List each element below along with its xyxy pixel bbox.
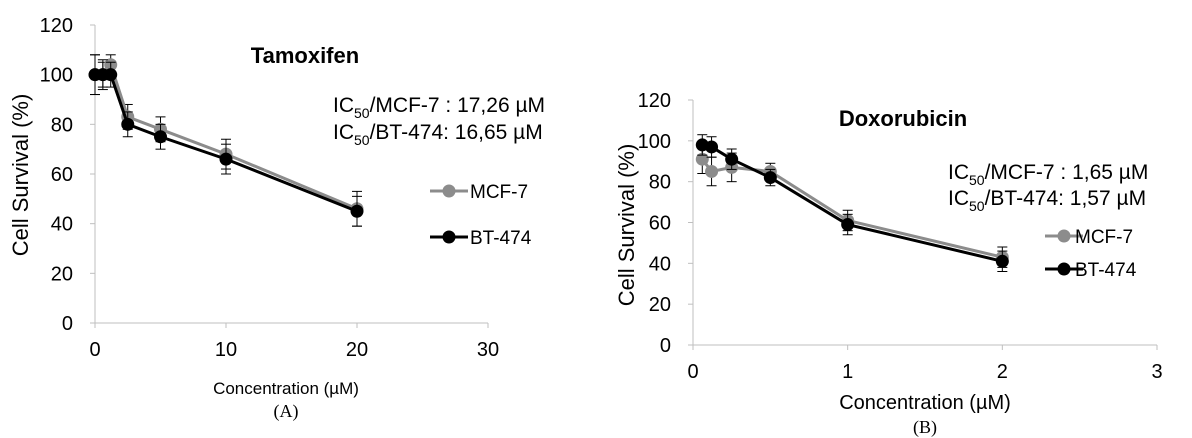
data-point (763, 171, 777, 185)
data-point (104, 68, 118, 82)
x-tick-label: 20 (346, 339, 368, 361)
series-bt-474 (695, 134, 1009, 272)
chart-panel-0: 0 20 40 60 80 100 120 0 10 20 30 Cell Survival (%) C… (8, 15, 545, 422)
y-tick-label: 120 (638, 90, 671, 112)
x-tick-label: 2 (997, 361, 1008, 383)
y-tick-label: 60 (51, 164, 73, 186)
legend-entry-mcf-7: MCF-7 (430, 182, 528, 203)
x-tick-label: 0 (89, 339, 100, 361)
data-point (841, 218, 855, 232)
x-axis-label: Concentration (µM) (839, 392, 1011, 414)
chart-title: Doxorubicin (839, 106, 967, 131)
panel-label: (A) (274, 401, 299, 422)
ic50-annotation: IC50/MCF-7 : 17,26 µM (333, 94, 545, 121)
x-tick-label: 1 (842, 361, 853, 383)
series-mcf-7 (88, 54, 364, 227)
y-axis-label: Cell Survival (%) (614, 144, 639, 307)
legend-label: BT-474 (1075, 260, 1137, 281)
data-point (995, 254, 1009, 268)
y-tick-label: 20 (649, 294, 671, 316)
ic50-annotation: IC50/MCF-7 : 1,65 µM (948, 161, 1148, 188)
series-bt-474 (88, 54, 364, 227)
x-tick-label: 3 (1151, 361, 1162, 383)
x-tick-label: 0 (687, 361, 698, 383)
x-axis-label: Concentration (µM) (213, 379, 359, 398)
data-point (705, 164, 719, 178)
data-point (705, 140, 719, 154)
ic50-annotation: IC50/BT-474: 16,65 µM (333, 121, 543, 148)
data-point (154, 130, 167, 144)
legend-entry-mcf-7: MCF-7 (1045, 227, 1133, 248)
legend-label: BT-474 (470, 228, 532, 249)
data-point (219, 152, 233, 166)
legend-label: MCF-7 (470, 182, 528, 203)
panel-label: (B) (913, 417, 937, 438)
y-tick-label: 80 (51, 114, 73, 136)
legend-entry-bt-474: BT-474 (430, 228, 532, 249)
y-tick-label: 20 (51, 263, 73, 285)
y-tick-label: 40 (51, 214, 73, 236)
series-line (95, 61, 358, 211)
data-point (350, 204, 364, 218)
y-tick-label: 100 (40, 65, 73, 87)
legend-label: MCF-7 (1075, 227, 1133, 248)
data-point (121, 117, 135, 131)
chart-panel-1: 0 20 40 60 80 100 120 0 1 2 3 Cell Survival (%) Conc… (614, 90, 1163, 438)
x-tick-label: 10 (215, 339, 237, 361)
data-point (725, 152, 739, 166)
ic50-annotation: IC50/BT-474: 1,57 µM (948, 187, 1146, 214)
y-tick-label: 0 (660, 335, 671, 357)
y-tick-label: 120 (40, 15, 73, 37)
legend-entry-bt-474: BT-474 (1045, 260, 1137, 281)
x-tick-label: 30 (477, 339, 499, 361)
y-tick-label: 0 (62, 313, 73, 335)
data-point (695, 152, 709, 166)
y-tick-label: 60 (649, 213, 671, 235)
y-tick-label: 40 (649, 253, 671, 275)
y-tick-label: 80 (649, 172, 671, 194)
chart-title: Tamoxifen (251, 43, 359, 68)
y-tick-label: 100 (638, 131, 671, 153)
y-axis-label: Cell Survival (%) (8, 94, 33, 257)
